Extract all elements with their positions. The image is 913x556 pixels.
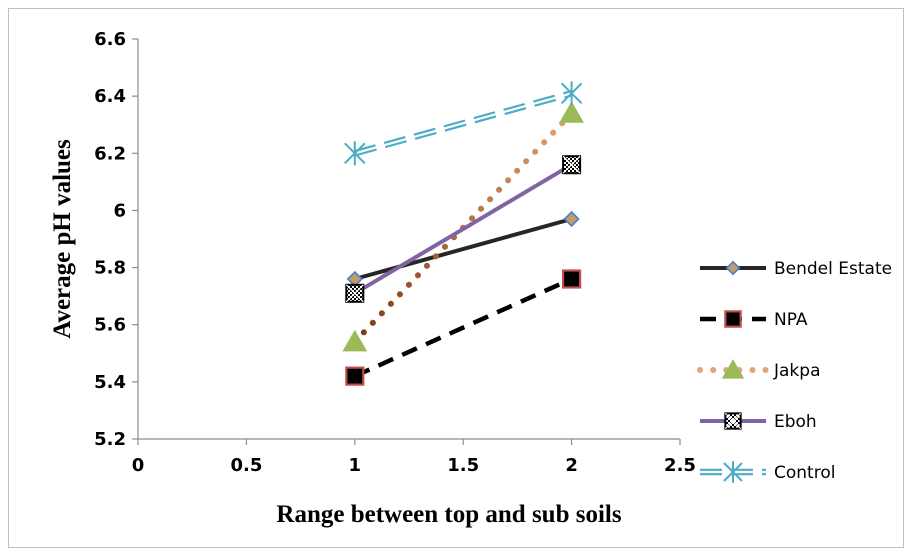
- legend-swatch: [700, 461, 766, 483]
- chart-frame: [8, 8, 904, 548]
- x-tick-label: 2: [565, 455, 578, 476]
- series-line: [354, 217, 573, 281]
- data-point: [562, 155, 582, 175]
- y-axis-ticks: 5.2 5.4 5.6 5.8 6 6.2 6.4 6.6: [94, 29, 138, 450]
- x-tick-label: 1: [349, 455, 362, 476]
- legend-item: Control: [700, 461, 835, 483]
- data-point: [563, 210, 580, 228]
- series-line: [353, 90, 573, 157]
- legend-swatch: [700, 310, 766, 328]
- x-tick-label: 2.5: [664, 455, 696, 476]
- legend-label: NPA: [774, 310, 808, 330]
- y-tick-label: 5.6: [94, 315, 126, 336]
- y-tick-label: 5.4: [94, 372, 126, 393]
- series-line: [353, 162, 573, 296]
- legend-label: Jakpa: [773, 361, 820, 381]
- data-point: [345, 283, 365, 303]
- series-line: [353, 276, 573, 379]
- legend: Bendel Estate NPA Jakpa Eboh Control: [697, 259, 892, 483]
- x-axis-ticks: 0 0.5 1 1.5 2 2.5: [132, 439, 696, 476]
- series-npa: [345, 269, 582, 386]
- legend-swatch: [700, 260, 766, 276]
- x-axis-title: Range between top and sub soils: [276, 501, 621, 528]
- y-tick-label: 6.6: [94, 29, 126, 50]
- data-point: [560, 81, 583, 106]
- legend-item: Jakpa: [697, 359, 820, 381]
- data-point: [559, 101, 584, 123]
- y-axis-title: Average pH values: [49, 139, 76, 339]
- x-tick-label: 1.5: [447, 455, 479, 476]
- legend-label: Bendel Estate: [774, 259, 892, 279]
- legend-item: Eboh: [700, 412, 817, 432]
- legend-swatch: [697, 359, 769, 379]
- series-layer: [342, 81, 584, 386]
- series-eboh: [345, 155, 582, 303]
- x-tick-label: 0: [132, 455, 145, 476]
- legend-item: Bendel Estate: [700, 259, 892, 279]
- axes: 5.2 5.4 5.6 5.8 6 6.2 6.4 6.6 0 0.5 1 1.5 2 2.5: [94, 29, 696, 476]
- y-tick-label: 5.2: [94, 429, 126, 450]
- data-point: [345, 366, 365, 386]
- data-point: [344, 141, 366, 166]
- x-tick-label: 0.5: [230, 455, 262, 476]
- legend-item: NPA: [700, 310, 808, 330]
- legend-swatch: [700, 412, 766, 430]
- series-control: [344, 81, 583, 166]
- y-tick-label: 6: [113, 200, 126, 221]
- y-tick-label: 6.2: [94, 143, 126, 164]
- legend-label: Eboh: [774, 412, 817, 432]
- y-tick-label: 6.4: [94, 86, 126, 107]
- data-point: [561, 269, 582, 289]
- data-point: [342, 329, 368, 352]
- y-tick-label: 5.8: [94, 258, 126, 279]
- legend-label: Control: [774, 463, 835, 483]
- series-bendel-estate: [346, 210, 580, 288]
